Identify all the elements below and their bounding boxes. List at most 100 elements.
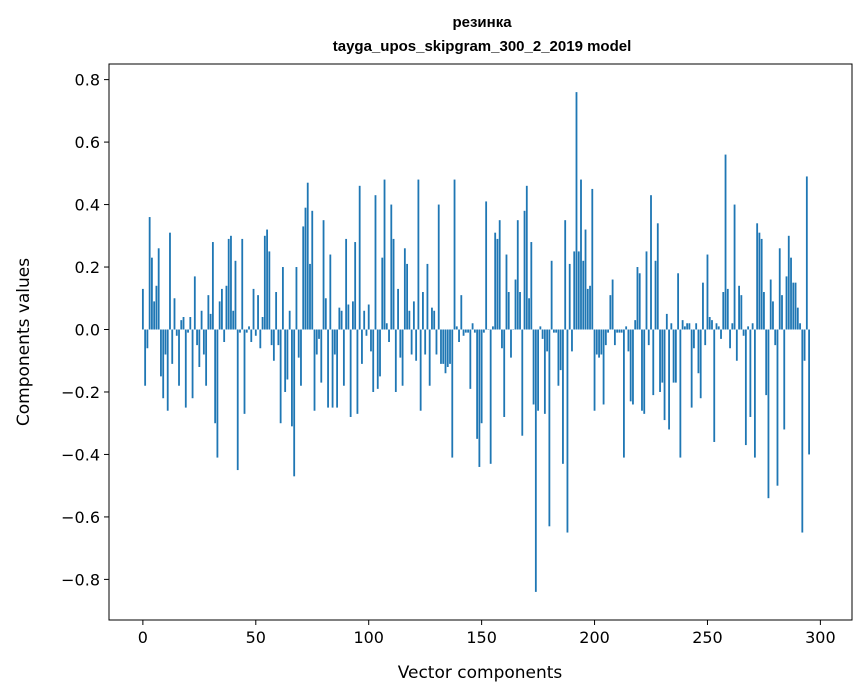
bar-6	[155, 285, 158, 330]
bar-257	[722, 292, 725, 330]
bar-36	[223, 329, 226, 342]
bar-136	[449, 329, 451, 364]
bar-40	[232, 310, 235, 330]
bar-193	[577, 251, 580, 330]
bar-194	[580, 179, 582, 330]
y-tick-label: 0.0	[75, 321, 100, 340]
bar-175	[537, 329, 539, 411]
bar-104	[376, 329, 379, 389]
bar-109	[388, 329, 390, 342]
bar-95	[356, 329, 359, 414]
bar-215	[627, 329, 630, 352]
bar-131	[437, 204, 440, 330]
bar-125	[424, 329, 427, 355]
bar-0	[141, 288, 144, 330]
bar-235	[672, 329, 675, 383]
bar-158	[498, 220, 501, 330]
bar-274	[760, 238, 763, 330]
bar-281	[776, 329, 779, 486]
bar-287	[790, 257, 792, 330]
bar-234	[670, 323, 673, 330]
bar-137	[451, 329, 454, 458]
bar-86	[336, 329, 338, 408]
bar-141	[460, 295, 463, 330]
bar-216	[629, 329, 632, 402]
bar-179	[546, 329, 549, 352]
bar-119	[410, 329, 413, 355]
x-tick-label: 150	[466, 628, 497, 647]
bar-279	[772, 301, 774, 330]
bar-186	[562, 329, 564, 464]
bar-133	[442, 329, 445, 364]
bar-245	[695, 323, 698, 330]
bar-62	[281, 267, 284, 330]
bar-37	[225, 285, 228, 330]
bar-46	[245, 329, 248, 333]
bar-289	[794, 282, 797, 330]
bar-142	[462, 329, 465, 336]
bar-29	[207, 295, 210, 330]
bars-group	[141, 92, 810, 592]
bar-209	[613, 329, 616, 346]
bar-44	[241, 238, 244, 330]
bar-81	[324, 298, 327, 330]
bar-78	[318, 329, 320, 339]
bar-184	[557, 329, 560, 386]
bar-199	[591, 188, 594, 330]
bar-145	[469, 329, 472, 389]
x-tick-label: 100	[353, 628, 384, 647]
bar-22	[191, 329, 194, 399]
bar-55	[266, 229, 268, 330]
bar-177	[541, 329, 544, 339]
bar-294	[805, 176, 808, 330]
bar-68	[295, 267, 298, 330]
bar-139	[455, 326, 458, 330]
bar-84	[331, 329, 334, 408]
bar-220	[638, 273, 641, 330]
bar-224	[647, 329, 650, 346]
bar-211	[618, 329, 621, 333]
bar-173	[532, 329, 535, 405]
bar-73	[306, 182, 309, 330]
bar-82	[327, 329, 329, 408]
y-tick-label: −0.6	[61, 508, 100, 527]
bar-124	[422, 292, 424, 330]
bar-268	[747, 326, 750, 330]
bar-252	[711, 320, 713, 330]
bar-165	[514, 279, 517, 330]
bar-52	[259, 329, 262, 349]
chart-title: резинка	[452, 14, 512, 31]
bar-151	[482, 329, 485, 333]
bar-118	[408, 310, 411, 330]
bar-218	[634, 320, 637, 330]
bar-27	[202, 329, 205, 355]
bar-208	[611, 279, 614, 330]
bar-293	[803, 329, 806, 361]
bar-110	[390, 204, 393, 330]
bar-2	[146, 329, 149, 349]
bar-32	[214, 329, 217, 424]
bar-41	[234, 260, 237, 330]
bar-106	[381, 257, 384, 330]
bar-15	[175, 329, 178, 336]
y-tick-label: −0.4	[61, 445, 100, 464]
bar-121	[415, 329, 418, 361]
bar-237	[677, 273, 680, 330]
bar-129	[433, 310, 436, 330]
bar-134	[444, 329, 447, 374]
bar-96	[358, 185, 361, 330]
x-tick-label: 300	[805, 628, 836, 647]
bar-74	[309, 263, 311, 330]
bar-195	[582, 260, 585, 330]
bar-180	[548, 329, 551, 527]
bar-236	[674, 329, 677, 383]
bar-72	[304, 207, 307, 330]
bar-149	[478, 329, 481, 467]
bar-14	[173, 298, 176, 330]
bar-225	[650, 195, 652, 330]
bar-43	[239, 329, 241, 333]
bar-53	[261, 317, 264, 330]
bar-146	[471, 323, 474, 330]
bar-64	[286, 329, 289, 380]
bar-59	[275, 292, 278, 330]
